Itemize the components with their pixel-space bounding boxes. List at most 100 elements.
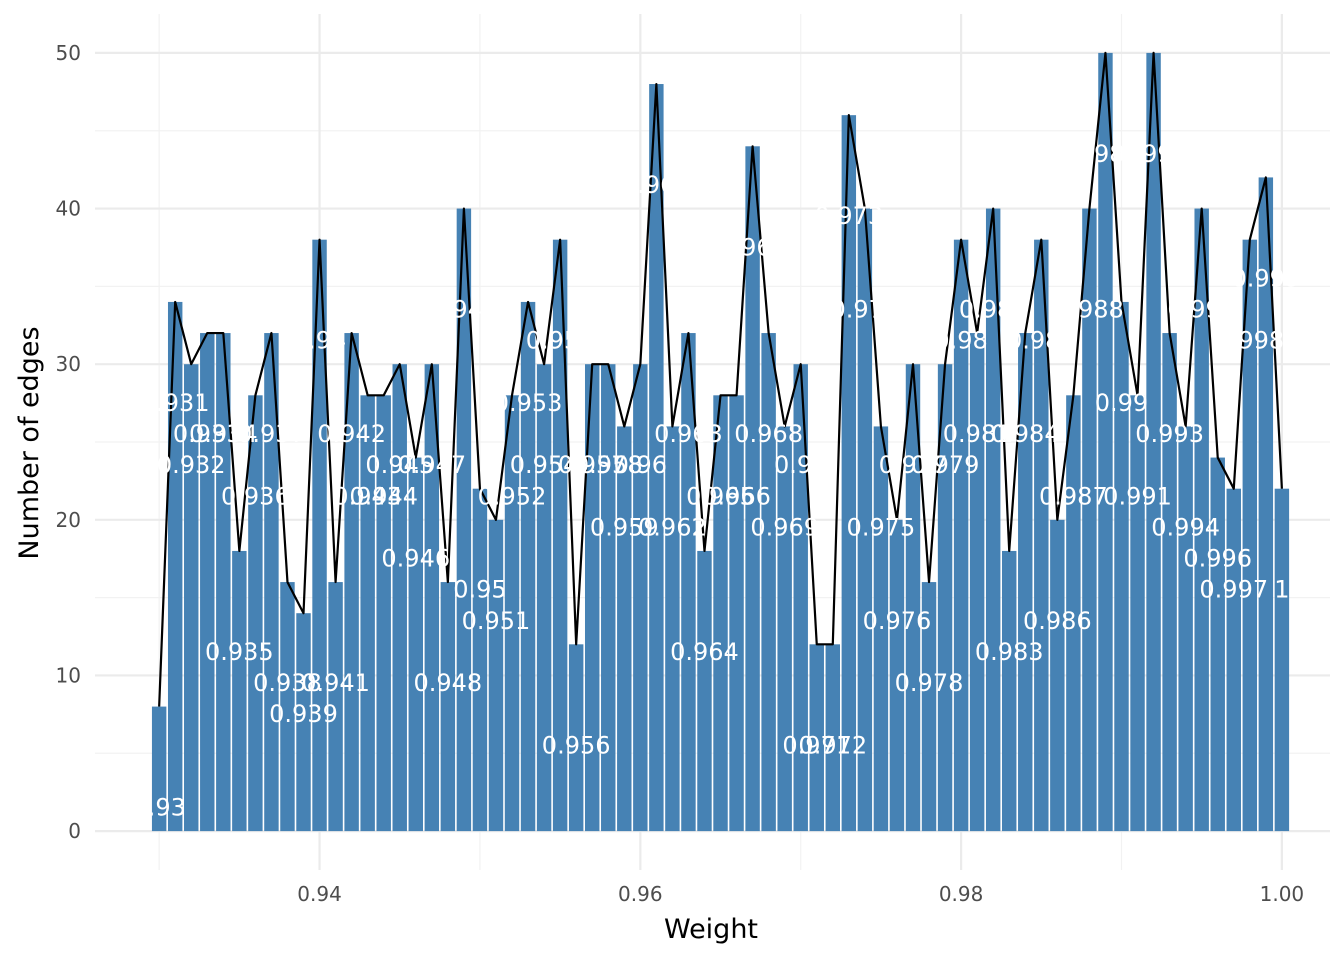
- bar: [681, 333, 696, 832]
- x-tick-label: 0.98: [939, 882, 984, 906]
- bar-value-label: 0.985: [1007, 327, 1076, 355]
- bar: [905, 364, 921, 832]
- bar: [953, 239, 969, 832]
- bar-value-label: 0.949: [430, 296, 499, 324]
- bar: [344, 333, 359, 832]
- bar: [729, 395, 744, 832]
- bar-value-label: 0.951: [462, 607, 531, 635]
- bar: [552, 239, 568, 832]
- bar-value-label: 0.941: [301, 669, 370, 697]
- bar-value-label: 0.98: [934, 327, 987, 355]
- bar: [1018, 333, 1033, 832]
- bar: [809, 644, 824, 832]
- bar: [1194, 208, 1209, 832]
- bar: [793, 364, 808, 832]
- bar-value-label: 0.986: [1023, 607, 1092, 635]
- bar: [520, 301, 536, 832]
- bar: [1226, 488, 1241, 832]
- bar-value-label: 0.998: [1215, 327, 1284, 355]
- axes: 0.94 0.96 0.98 1.00 0 10 20 30 40 50: [56, 41, 1305, 906]
- bar: [969, 333, 985, 832]
- bar-value-label: 0.956: [542, 731, 611, 759]
- bar: [536, 364, 552, 832]
- bar: [1242, 239, 1258, 832]
- bar: [601, 364, 616, 832]
- bar: [649, 84, 664, 832]
- bar: [456, 208, 472, 832]
- bar: [216, 333, 231, 832]
- bar-value-label: 0.947: [397, 451, 466, 479]
- bar: [633, 364, 648, 832]
- bar-value-label: 0.939: [269, 700, 338, 728]
- y-tick-label: 40: [56, 197, 81, 221]
- bar-value-label: 0.967: [718, 233, 787, 261]
- bar: [167, 301, 183, 832]
- bar: [777, 426, 792, 832]
- bar: [937, 364, 953, 832]
- bar-value-label: 0.938: [253, 669, 322, 697]
- bar-value-label: 0.94: [293, 327, 346, 355]
- bar: [617, 426, 632, 832]
- bar-value-label: 0.999: [1231, 264, 1300, 292]
- bar-value-label: 0.961: [622, 171, 691, 199]
- bar-value-label: 0.953: [494, 389, 563, 417]
- bar: [488, 519, 504, 832]
- bar-value-label: 0.976: [863, 607, 932, 635]
- y-tick-label: 10: [56, 663, 81, 687]
- bar-value-label: 0.96: [614, 451, 667, 479]
- bar-value-label: 0.957: [558, 451, 627, 479]
- bar: [1050, 519, 1065, 832]
- bar: [1146, 52, 1161, 832]
- bar: [985, 208, 1001, 832]
- bar-value-label: 0.934: [189, 420, 258, 448]
- bar-value-label: 0.972: [798, 731, 867, 759]
- bar-value-label: 0.982: [959, 296, 1028, 324]
- bar-value-label: 0.959: [590, 513, 659, 541]
- bar: [296, 613, 311, 832]
- bar-value-label: 0.931: [141, 389, 210, 417]
- bar-value-label: 0.981: [943, 420, 1012, 448]
- bar-value-label: 0.936: [221, 482, 290, 510]
- bar: [584, 364, 600, 832]
- bar-value-label: 0.99: [1095, 389, 1148, 417]
- bar: [1082, 208, 1097, 832]
- bar: [1258, 177, 1274, 832]
- x-tick-label: 0.94: [297, 882, 342, 906]
- bar: [921, 582, 937, 832]
- bar-value-label: 0.962: [638, 513, 707, 541]
- bar: [1098, 52, 1113, 832]
- bar: [1066, 395, 1081, 832]
- bar: [424, 364, 440, 832]
- bar-value-label: 0.975: [847, 513, 916, 541]
- bar: [184, 364, 199, 832]
- bar: [504, 395, 520, 832]
- bar-value-label: 0.937: [237, 420, 306, 448]
- bar-value-label: 0.935: [205, 638, 274, 666]
- x-tick-label: 1.00: [1260, 882, 1305, 906]
- bar: [1130, 395, 1145, 832]
- bar: [151, 706, 167, 832]
- bar-value-label: 0.988: [1055, 296, 1124, 324]
- bar-value-label: 0.932: [157, 451, 226, 479]
- bar-value-label: 0.983: [975, 638, 1044, 666]
- bar-value-label: 0.978: [895, 669, 964, 697]
- bar-value-label: 0.974: [831, 296, 900, 324]
- bar-value-label: 1: [1274, 576, 1289, 604]
- bar-value-label: 0.969: [750, 513, 819, 541]
- bar-value-label: 0.964: [670, 638, 739, 666]
- bar: [825, 644, 841, 832]
- bar-value-label: 0.987: [1039, 482, 1108, 510]
- bar: [200, 333, 215, 832]
- bar-value-label: 0.963: [654, 420, 723, 448]
- bar: [440, 582, 456, 832]
- bar-value-label: 0.944: [349, 482, 418, 510]
- bar: [761, 333, 776, 832]
- bar: [568, 644, 584, 832]
- y-tick-label: 20: [56, 508, 81, 532]
- bar: [841, 115, 857, 832]
- bar: [1274, 488, 1290, 832]
- bar: [889, 519, 905, 832]
- bar: [264, 333, 279, 832]
